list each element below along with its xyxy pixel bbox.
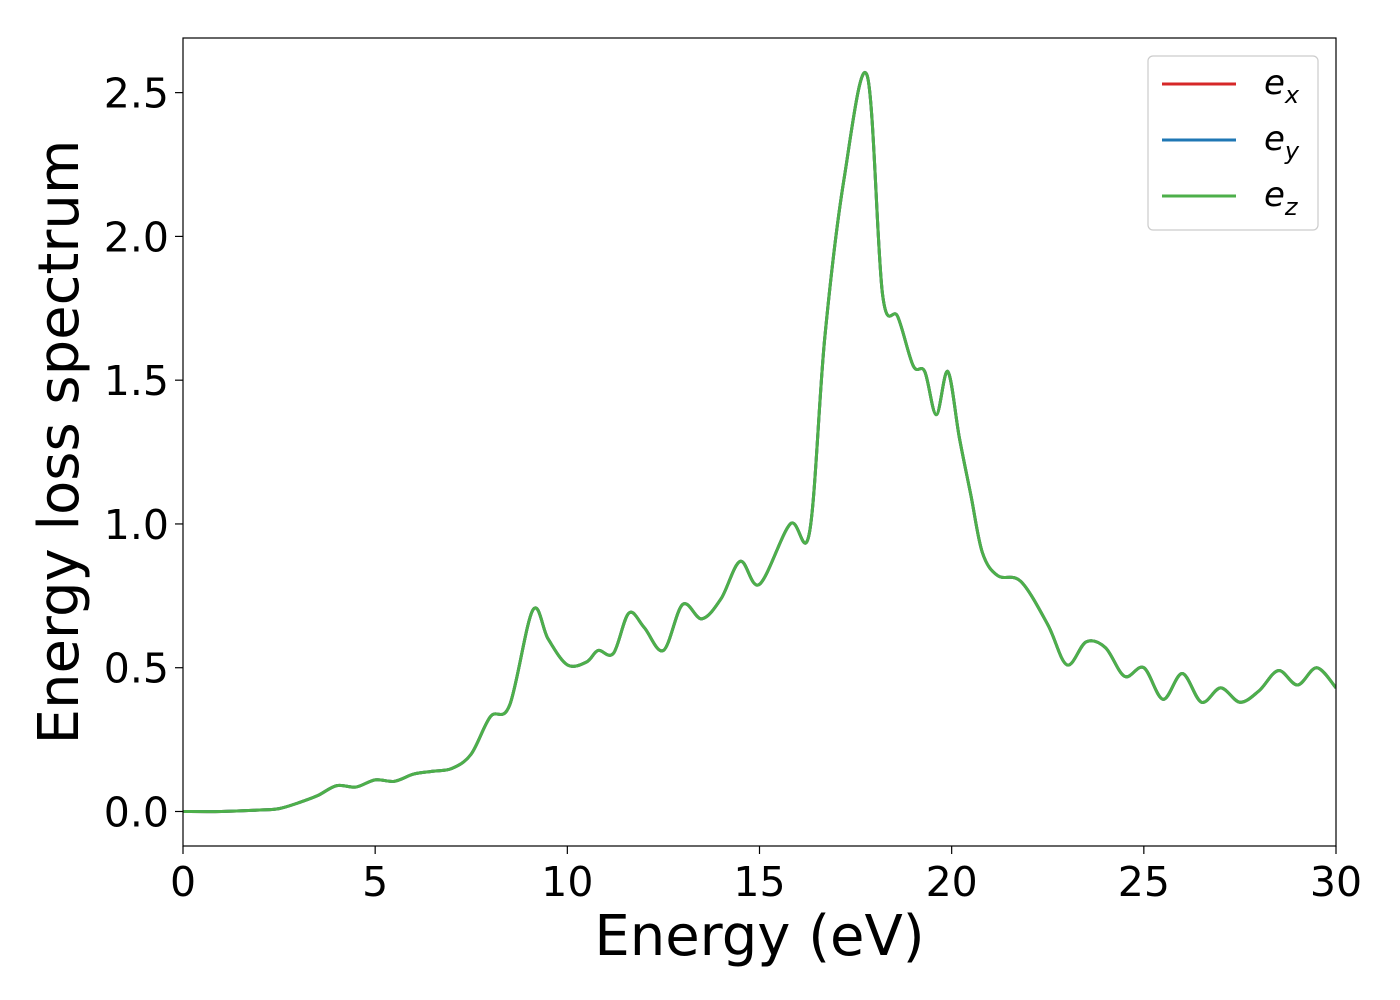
y-tick-label: 1.0 — [104, 501, 169, 549]
y-tick-label: 1.5 — [104, 357, 169, 405]
y-tick-label: 0.0 — [104, 788, 169, 836]
x-tick-label: 0 — [170, 858, 196, 906]
plot-area — [182, 37, 1337, 847]
y-axis-title: Energy loss spectrum — [27, 140, 92, 745]
x-tick-label: 15 — [733, 858, 785, 906]
y-tick-label: 2.5 — [104, 70, 169, 118]
y-tick-label: 2.0 — [104, 213, 169, 261]
x-axis-title: Energy (eV) — [594, 904, 924, 969]
x-tick-label: 30 — [1310, 858, 1362, 906]
x-axis-ticks: 0 5 10 15 20 25 30 — [170, 846, 1362, 906]
x-tick-label: 5 — [362, 858, 388, 906]
x-tick-label: 10 — [541, 858, 593, 906]
y-tick-label: 0.5 — [104, 645, 169, 693]
x-tick-label: 20 — [926, 858, 978, 906]
series-layer — [183, 71, 1336, 814]
x-tick-label: 25 — [1118, 858, 1170, 906]
series-line-e-z — [183, 71, 1336, 814]
y-axis-ticks: 0.0 0.5 1.0 1.5 2.0 2.5 — [104, 70, 183, 836]
legend-box — [1147, 55, 1319, 231]
